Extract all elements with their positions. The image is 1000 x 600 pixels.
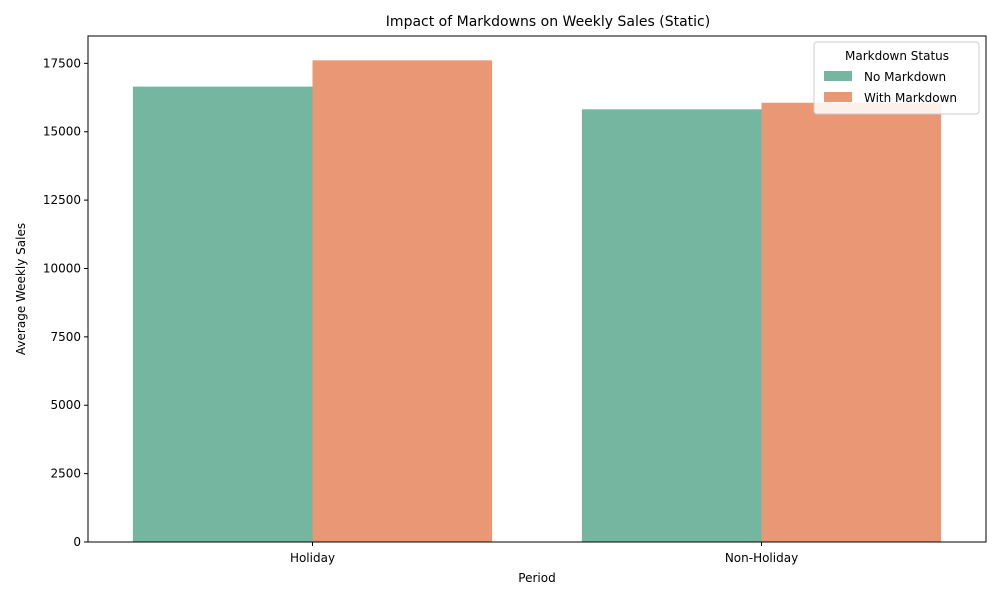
legend-title: Markdown Status	[845, 49, 949, 63]
y-tick-label: 17500	[43, 56, 81, 70]
bars-group	[132, 60, 942, 542]
y-tick-label: 7500	[50, 330, 81, 344]
bar-with-markdown-non-holiday	[761, 102, 942, 542]
legend-swatch-with-markdown	[824, 92, 852, 102]
y-axis: 0 2500 5000 7500 10000 12500 15000 17500	[43, 56, 88, 549]
chart-title: Impact of Markdowns on Weekly Sales (Sta…	[386, 14, 710, 30]
legend-label-no-markdown: No Markdown	[864, 70, 946, 84]
y-tick-label: 0	[73, 535, 81, 549]
bar-no-markdown-holiday	[132, 86, 313, 542]
plot-frame	[87, 35, 987, 543]
y-tick-label: 12500	[43, 193, 81, 207]
y-axis-label: Average Weekly Sales	[14, 223, 28, 355]
x-tick-label: Holiday	[290, 551, 335, 565]
legend-label-with-markdown: With Markdown	[864, 91, 957, 105]
y-tick-label: 15000	[43, 125, 81, 139]
y-tick-label: 2500	[50, 467, 81, 481]
legend-box	[813, 41, 980, 115]
bar-no-markdown-non-holiday	[581, 109, 762, 542]
x-tick-label: Non-Holiday	[725, 551, 798, 565]
y-tick-label: 10000	[43, 261, 81, 275]
x-axis-label: Period	[518, 571, 555, 585]
x-axis: Holiday Non-Holiday	[290, 542, 798, 565]
y-tick-label: 5000	[50, 398, 81, 412]
legend-swatch-no-markdown	[824, 71, 852, 81]
legend: Markdown Status No Markdown With Markdow…	[813, 41, 980, 115]
bar-with-markdown-holiday	[312, 60, 493, 542]
